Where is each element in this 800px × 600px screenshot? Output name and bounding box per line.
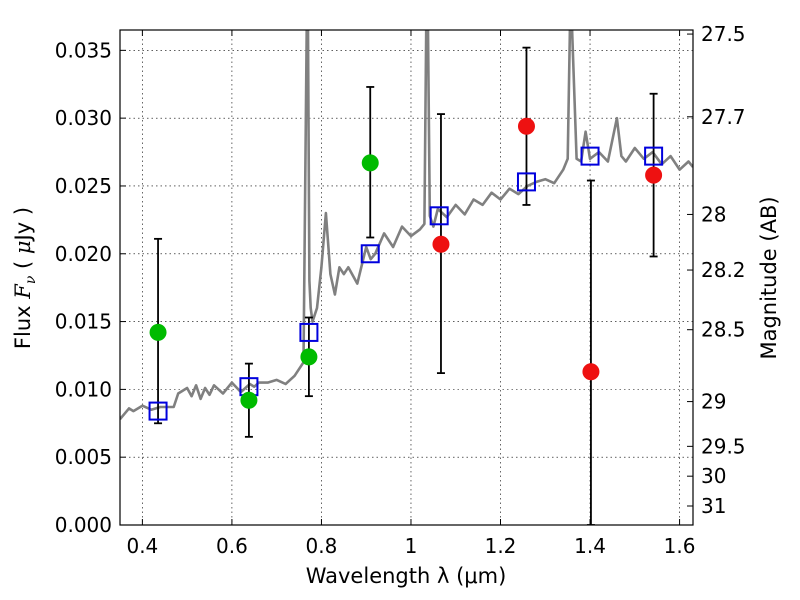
errorbar-layer bbox=[154, 46, 658, 525]
model-square-point bbox=[644, 146, 664, 166]
x-tick-label: 1.4 bbox=[574, 534, 606, 558]
model-square-point bbox=[148, 401, 168, 421]
right-tick-label: 31 bbox=[701, 494, 726, 518]
red-data-point bbox=[582, 363, 600, 381]
x-tick-label: 1.6 bbox=[664, 534, 696, 558]
red-data-point bbox=[517, 117, 535, 135]
right-tick-label: 30 bbox=[701, 464, 726, 488]
model-square-point bbox=[299, 322, 319, 342]
y-tick-label: 0.025 bbox=[55, 174, 112, 198]
x-tick-label: 0.8 bbox=[306, 534, 338, 558]
right-tick-label: 28.5 bbox=[701, 318, 746, 342]
right-tick-label: 28 bbox=[701, 202, 726, 226]
y-tick-label: 0.010 bbox=[55, 377, 112, 401]
x-axis-label: Wavelength λ (μm) bbox=[306, 564, 507, 588]
y-tick-label: 0.030 bbox=[55, 106, 112, 130]
green-data-point bbox=[300, 348, 318, 366]
y-axis-label: Flux Fν ( μJy ) bbox=[11, 207, 39, 349]
y-axis-label-jy: Jy ) bbox=[11, 207, 35, 243]
data-point-layer bbox=[149, 117, 663, 409]
axis-ticks: 0.4 0.6 0.8 1 1.2 1.4 1.6 0.000 0.005 0.010 0.015 0… bbox=[55, 22, 746, 558]
model-square-point bbox=[516, 172, 536, 192]
y-axis-label-flux: Flux bbox=[11, 299, 35, 349]
y-axis-label-nu: ν bbox=[23, 275, 39, 284]
y-tick-label: 0.035 bbox=[55, 38, 112, 62]
model-sed-line bbox=[120, 30, 693, 421]
model-square-point bbox=[580, 146, 600, 166]
y-tick-label: 0.020 bbox=[55, 242, 112, 266]
y-axis-label-unit: ( bbox=[11, 254, 35, 276]
right-tick-label: 28.2 bbox=[701, 258, 746, 282]
x-tick-label: 1.2 bbox=[485, 534, 517, 558]
right-tick-label: 27.5 bbox=[701, 22, 746, 46]
y-axis-label-fnu: F bbox=[11, 283, 35, 300]
right-axis-label: Magnitude (AB) bbox=[757, 196, 781, 359]
x-tick-label: 0.6 bbox=[216, 534, 248, 558]
plot-frame bbox=[119, 29, 694, 526]
green-data-point bbox=[149, 323, 167, 341]
right-tick-label: 29.5 bbox=[701, 434, 746, 458]
y-axis-label-mu: μ bbox=[11, 240, 35, 254]
model-square-layer bbox=[148, 146, 664, 421]
green-data-point bbox=[361, 154, 379, 172]
red-data-point bbox=[645, 166, 663, 184]
right-tick-label: 27.7 bbox=[701, 105, 746, 129]
model-sed-layer bbox=[120, 30, 693, 421]
x-tick-label: 1 bbox=[405, 534, 418, 558]
green-data-point bbox=[240, 391, 258, 409]
x-tick-label: 0.4 bbox=[126, 534, 158, 558]
red-data-point bbox=[432, 235, 450, 253]
y-tick-label: 0.015 bbox=[55, 310, 112, 334]
model-square-point bbox=[429, 206, 449, 226]
model-square-point bbox=[360, 244, 380, 264]
right-tick-label: 29 bbox=[701, 390, 726, 414]
y-tick-label: 0.005 bbox=[55, 445, 112, 469]
grid-lines bbox=[120, 30, 693, 526]
y-tick-label: 0.000 bbox=[55, 513, 112, 537]
